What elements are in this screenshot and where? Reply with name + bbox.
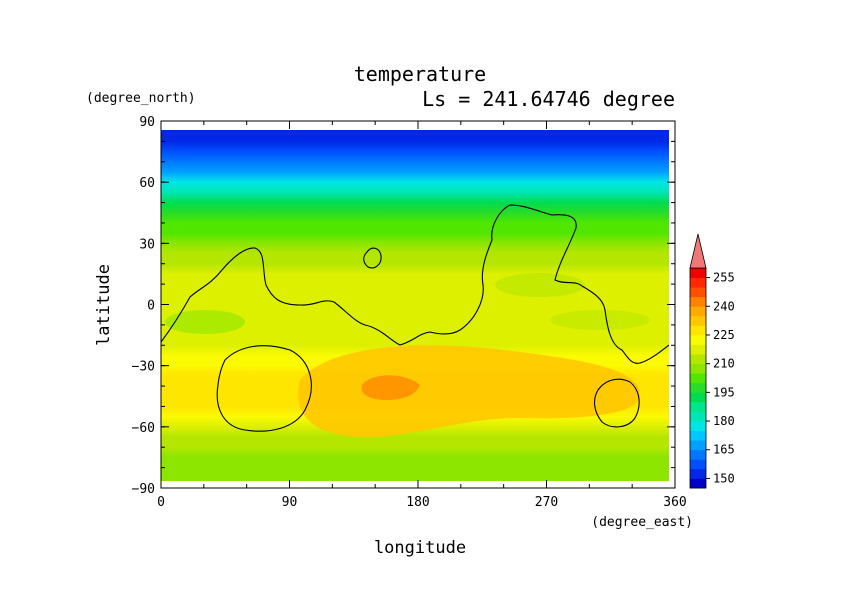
colorbar-label: 225 (713, 328, 735, 342)
colorbar-segment (690, 468, 706, 479)
x-axis: 0 90 180 270 360 (157, 121, 687, 510)
small-contour (363, 247, 382, 269)
cool-patch (550, 310, 650, 330)
colorbar-segment (690, 296, 706, 307)
coastline-contour (161, 204, 669, 364)
colorbar-segment (690, 277, 706, 288)
colorbar-segment (690, 373, 706, 384)
basin-contour (593, 378, 640, 428)
warm-maximum (361, 375, 420, 400)
colorbar-segment (690, 411, 706, 422)
colorbar-segment (690, 363, 706, 374)
colorbar-segment (690, 287, 706, 298)
colorbar-label: 150 (713, 471, 735, 485)
topography-contours (161, 204, 669, 432)
x-tick-label: 360 (663, 495, 686, 510)
colorbar-label: 210 (713, 357, 735, 371)
crater-contour (216, 345, 312, 432)
colorbar-label: 195 (713, 385, 735, 399)
y-tick-label: −60 (132, 421, 155, 436)
x-tick-label: 90 (282, 495, 298, 510)
x-tick-label: 180 (406, 495, 429, 510)
colorbar-label: 180 (713, 414, 735, 428)
colorbar-label: 255 (713, 271, 735, 285)
y-axis-label: latitude (94, 264, 114, 346)
colorbar-segment (690, 449, 706, 460)
colorbar-label: 240 (713, 299, 735, 313)
x-units-label: (degree_east) (591, 515, 693, 530)
colorbar-segment (690, 315, 706, 326)
cool-patch (165, 310, 245, 334)
colorbar-segment (690, 268, 706, 278)
colorbar-segment (690, 344, 706, 355)
colorbar-label: 165 (713, 443, 735, 457)
y-units-label: (degree_north) (86, 91, 196, 106)
colorbar-segment (690, 325, 706, 336)
colorbar-segment (690, 440, 706, 451)
x-tick-label: 0 (157, 495, 165, 510)
colorbar-segment (690, 392, 706, 403)
y-tick-label: 60 (139, 176, 155, 191)
colorbar-segment (690, 401, 706, 412)
x-axis-label: longitude (374, 538, 466, 558)
chart-subtitle: Ls = 241.64746 degree (422, 87, 675, 111)
y-tick-label: 0 (147, 299, 155, 314)
colorbar-segment (690, 306, 706, 317)
colorbar-segment (690, 334, 706, 345)
colorbar-segment (690, 421, 706, 432)
colorbar-segment (690, 382, 706, 393)
colorbar-extension (689, 233, 707, 269)
colorbar: 255 240 225 210 195 180 165 150 (689, 233, 735, 489)
colorbar-segment (690, 478, 706, 489)
cool-patch (495, 273, 585, 297)
x-tick-label: 270 (535, 495, 558, 510)
y-tick-label: −90 (132, 482, 155, 497)
chart-title: temperature (354, 62, 486, 86)
colorbar-segment (690, 354, 706, 365)
y-tick-label: −30 (132, 360, 155, 375)
y-axis: 90 60 30 0 −30 −60 −90 (132, 115, 675, 497)
temperature-field (161, 130, 669, 481)
y-tick-label: 90 (139, 115, 155, 130)
colorbar-segment (690, 459, 706, 470)
y-tick-label: 30 (139, 237, 155, 252)
warm-region (298, 345, 640, 438)
colorbar-segment (690, 430, 706, 441)
